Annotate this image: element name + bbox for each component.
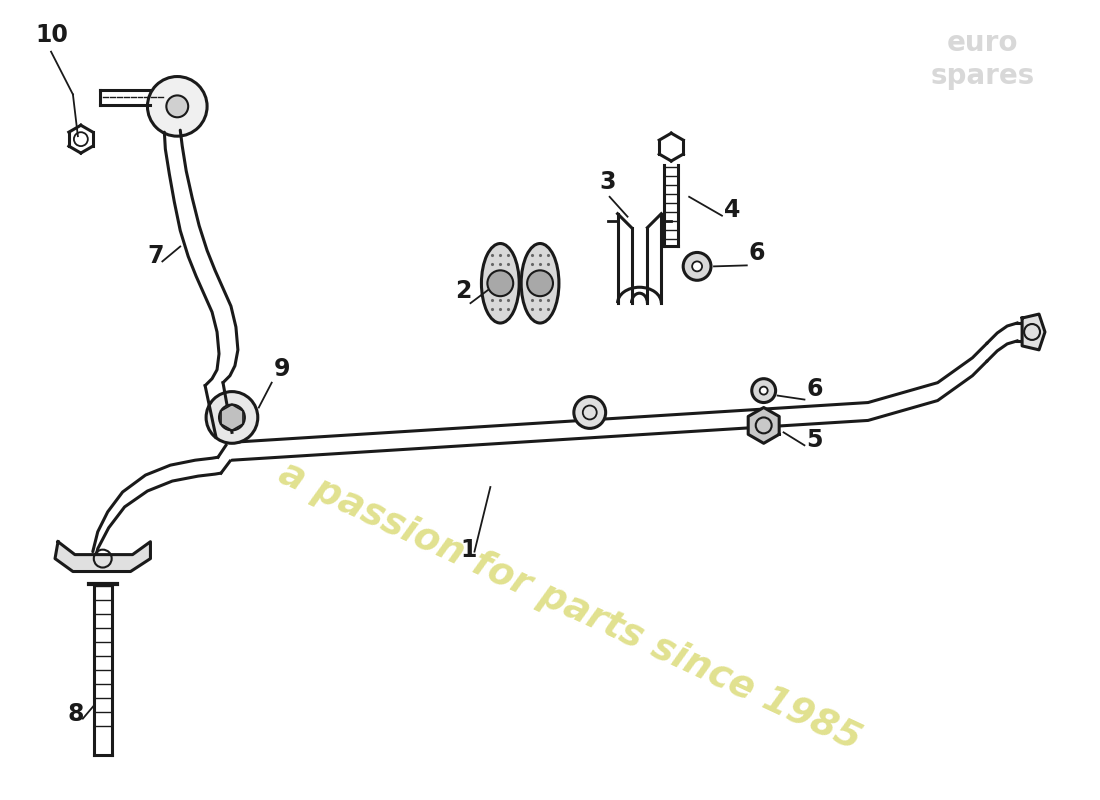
Circle shape xyxy=(166,95,188,118)
Text: 8: 8 xyxy=(68,702,85,726)
Text: 5: 5 xyxy=(806,428,823,452)
Text: 6: 6 xyxy=(806,377,823,401)
Polygon shape xyxy=(55,542,151,571)
Text: a passion for parts since 1985: a passion for parts since 1985 xyxy=(273,455,867,758)
Polygon shape xyxy=(1022,314,1045,350)
Circle shape xyxy=(574,397,606,428)
Ellipse shape xyxy=(521,243,559,323)
Text: 10: 10 xyxy=(35,22,68,46)
Text: 6: 6 xyxy=(749,242,766,266)
Text: euro
spares: euro spares xyxy=(931,30,1034,90)
Text: 7: 7 xyxy=(147,244,164,268)
Circle shape xyxy=(692,262,702,271)
Text: 3: 3 xyxy=(600,170,616,194)
Circle shape xyxy=(751,378,776,402)
Text: 4: 4 xyxy=(724,198,740,222)
Text: 1: 1 xyxy=(461,538,477,562)
Text: 9: 9 xyxy=(274,357,290,381)
Polygon shape xyxy=(748,407,779,443)
Circle shape xyxy=(527,270,553,296)
Circle shape xyxy=(219,405,245,430)
Circle shape xyxy=(683,253,711,280)
Circle shape xyxy=(206,392,257,443)
Text: 2: 2 xyxy=(455,279,472,303)
Circle shape xyxy=(760,386,768,394)
Circle shape xyxy=(487,270,514,296)
Ellipse shape xyxy=(482,243,519,323)
Circle shape xyxy=(147,77,207,136)
